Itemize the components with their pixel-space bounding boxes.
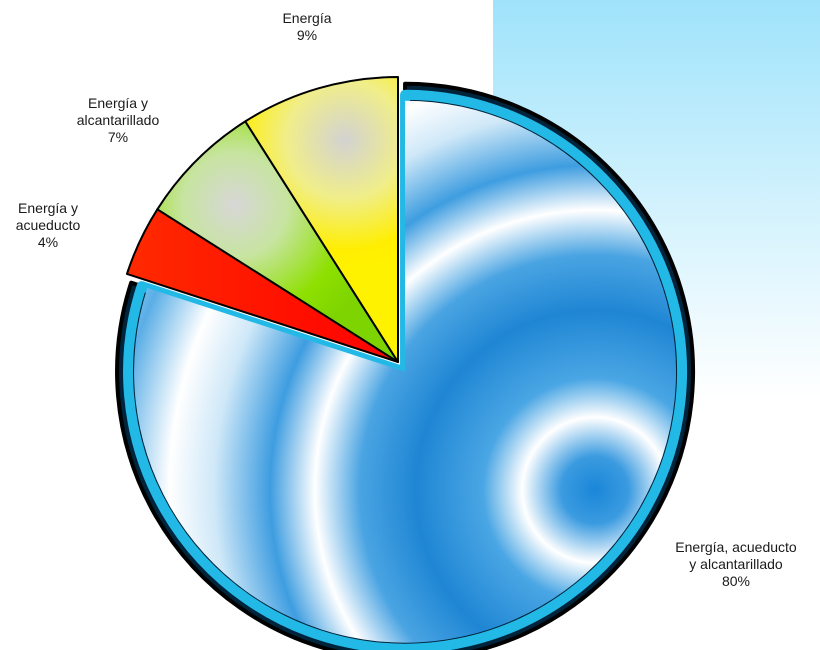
slice-name-line: acueducto <box>16 217 81 233</box>
labels-group: Energía, acueducto y alcantarillado 80%Ene… <box>16 10 797 589</box>
slice-percent-label: 4% <box>38 234 58 250</box>
slice-label-4: Energía 9% <box>282 10 331 43</box>
slice-name-line: Energía, acueducto <box>675 539 797 555</box>
slice-name-line: alcantarillado <box>77 112 160 128</box>
slice-name-line: Energía y <box>88 95 148 111</box>
pie-slice-4 <box>244 76 399 363</box>
slice-fill <box>134 100 677 643</box>
slice-label-1: Energía, acueducto y alcantarillado 80% <box>675 539 797 589</box>
slice-percent-label: 9% <box>297 27 317 43</box>
slice-name-line: Energía y <box>18 200 78 216</box>
pie-slice-3 <box>156 120 399 363</box>
slice-fill <box>244 76 399 363</box>
slice-name-line: Energía <box>282 10 331 26</box>
slice-percent-label: 80% <box>722 573 750 589</box>
slice-name-line: y alcantarillado <box>689 556 783 572</box>
slice-rim-cyan <box>123 89 687 650</box>
slice-label-2: Energía y acueducto 4% <box>16 200 81 250</box>
slice-percent-label: 7% <box>108 129 128 145</box>
slice-label-3: Energía y alcantarillado 7% <box>77 95 160 145</box>
pie-slice-1 <box>115 81 696 650</box>
slices-group <box>115 76 696 650</box>
slice-fill <box>156 120 399 363</box>
